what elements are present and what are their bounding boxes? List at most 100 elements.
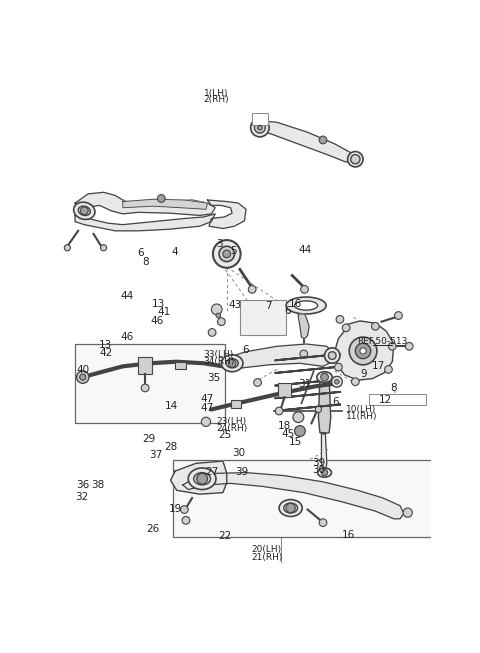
Text: 14: 14: [164, 401, 178, 411]
Circle shape: [217, 318, 225, 326]
Polygon shape: [75, 193, 215, 215]
Text: 12: 12: [378, 395, 392, 405]
Text: 16: 16: [289, 298, 302, 309]
Polygon shape: [258, 121, 358, 163]
Ellipse shape: [226, 358, 238, 368]
Circle shape: [300, 350, 308, 358]
Text: 47: 47: [200, 394, 214, 404]
Bar: [75, 344, 225, 422]
Text: 28: 28: [164, 443, 177, 453]
Text: 18: 18: [277, 421, 291, 431]
Circle shape: [328, 352, 336, 359]
Text: 46: 46: [120, 332, 133, 342]
Bar: [230, 400, 241, 408]
Bar: [278, 383, 291, 397]
Text: 29: 29: [142, 434, 155, 445]
Ellipse shape: [279, 500, 302, 517]
Circle shape: [216, 313, 221, 318]
Circle shape: [335, 379, 339, 384]
Polygon shape: [75, 214, 215, 231]
Circle shape: [322, 470, 328, 475]
Polygon shape: [322, 432, 327, 471]
Text: 30: 30: [232, 448, 245, 458]
Text: 39: 39: [312, 458, 326, 468]
Circle shape: [228, 359, 236, 367]
Text: 44: 44: [120, 291, 133, 300]
Text: 21(RH): 21(RH): [252, 552, 283, 562]
Polygon shape: [335, 321, 394, 380]
Text: 32: 32: [75, 492, 88, 502]
Circle shape: [275, 407, 283, 415]
Circle shape: [197, 473, 207, 484]
Bar: [369, 394, 426, 405]
Text: 38: 38: [92, 480, 105, 490]
Circle shape: [182, 517, 190, 524]
Text: REF.50-513: REF.50-513: [358, 338, 408, 346]
Circle shape: [351, 155, 360, 164]
Circle shape: [348, 151, 363, 167]
Circle shape: [293, 412, 304, 422]
Text: 27: 27: [205, 467, 218, 477]
Circle shape: [315, 406, 322, 413]
Text: 36: 36: [76, 480, 89, 490]
Text: 6: 6: [332, 396, 339, 407]
Text: 45: 45: [281, 429, 294, 439]
Circle shape: [208, 328, 216, 336]
Circle shape: [332, 376, 342, 387]
Polygon shape: [207, 200, 246, 229]
Circle shape: [384, 366, 392, 374]
Bar: [173, 460, 454, 537]
Text: 37: 37: [150, 451, 163, 460]
Circle shape: [342, 324, 350, 332]
Text: 43: 43: [228, 300, 241, 310]
Text: 6: 6: [284, 306, 291, 315]
Ellipse shape: [78, 206, 90, 215]
Circle shape: [406, 342, 413, 350]
Circle shape: [351, 378, 359, 385]
Text: 35: 35: [207, 372, 220, 383]
Circle shape: [254, 122, 265, 133]
Ellipse shape: [317, 372, 332, 383]
Polygon shape: [299, 314, 309, 339]
Text: 2(RH): 2(RH): [204, 95, 229, 104]
Ellipse shape: [318, 468, 332, 477]
Text: 25: 25: [218, 430, 231, 440]
Circle shape: [295, 426, 305, 436]
Text: 34(RH): 34(RH): [204, 357, 235, 366]
Circle shape: [360, 348, 366, 354]
Text: 16: 16: [342, 530, 355, 540]
Circle shape: [219, 246, 234, 262]
Circle shape: [141, 384, 149, 392]
Polygon shape: [170, 461, 227, 494]
Text: 15: 15: [288, 438, 302, 447]
Polygon shape: [318, 379, 331, 434]
Ellipse shape: [193, 473, 211, 485]
Ellipse shape: [188, 468, 216, 490]
Circle shape: [64, 245, 71, 251]
Text: 30: 30: [312, 464, 325, 475]
Text: 42: 42: [99, 349, 112, 358]
Circle shape: [100, 245, 107, 251]
Circle shape: [395, 311, 402, 319]
Polygon shape: [229, 344, 335, 371]
Circle shape: [403, 508, 412, 517]
Text: 3: 3: [216, 239, 223, 249]
Circle shape: [258, 125, 262, 130]
Circle shape: [201, 417, 211, 426]
Text: 7: 7: [265, 301, 272, 311]
Ellipse shape: [73, 202, 95, 219]
Circle shape: [319, 136, 327, 144]
Text: 17: 17: [372, 361, 385, 371]
Text: 5: 5: [230, 246, 237, 257]
Circle shape: [355, 343, 371, 358]
Text: 22: 22: [218, 531, 231, 541]
Text: 13: 13: [151, 299, 165, 309]
Circle shape: [251, 118, 269, 137]
Text: 24(RH): 24(RH): [216, 424, 248, 433]
Text: 9: 9: [360, 369, 367, 379]
Circle shape: [286, 503, 295, 513]
Circle shape: [319, 518, 327, 526]
Circle shape: [180, 505, 188, 513]
Circle shape: [336, 315, 344, 323]
Circle shape: [80, 374, 86, 380]
